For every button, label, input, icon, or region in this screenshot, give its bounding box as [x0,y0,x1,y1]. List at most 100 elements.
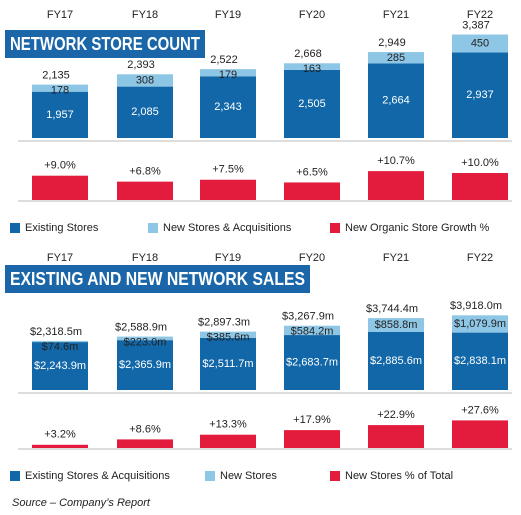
growth-label: +9.0% [44,160,76,172]
total-label: 3,387 [462,19,490,31]
growth-bar [284,430,340,448]
total-label: 2,949 [378,37,406,49]
total-label: $2,588.9m [115,321,167,333]
x-tick-label: FY21 [383,252,409,264]
legend-swatch [330,223,340,233]
growth-bar [32,444,88,448]
value-label: 2,505 [298,98,326,110]
legend-swatch [10,223,20,233]
bar-segment [32,340,88,343]
bar-segment [368,318,424,332]
bar-segment [368,63,424,138]
value-label: 2,343 [214,101,242,113]
x-tick-label: FY22 [467,252,493,264]
bar-segment [284,325,340,336]
bar-segment [200,76,256,138]
growth-label: +6.8% [129,166,161,178]
bar-segment [452,52,508,138]
bar-segment [117,86,173,138]
value-label: $2,365.9m [119,359,171,371]
total-label: 2,522 [210,54,238,66]
title-banner [5,265,310,293]
x-tick-label: FY18 [132,252,158,264]
growth-label: +6.5% [296,166,328,178]
value-label: 179 [219,69,237,81]
growth-label: +17.9% [293,414,331,426]
total-label: 2,135 [42,70,70,82]
x-tick-label: FY21 [383,9,409,21]
total-label: $2,318.5m [30,326,82,338]
x-tick-label: FY17 [47,252,73,264]
growth-label: +22.9% [377,409,415,421]
growth-bar [32,175,88,200]
growth-bar [117,181,173,200]
growth-label: +27.6% [461,404,499,416]
bar-segment [368,52,424,64]
legend-swatch [148,223,158,233]
value-label: $2,885.6m [370,355,422,367]
growth-bar [452,173,508,200]
chart-title: EXISTING AND NEW NETWORK SALES [10,269,305,289]
bar-segment [368,331,424,390]
legend-label: New Stores [220,470,277,482]
bar-segment [117,74,173,87]
value-label: $2,243.9m [34,360,86,372]
growth-label: +7.5% [212,164,244,176]
value-label: 2,664 [382,95,410,107]
x-tick-label: FY19 [215,252,241,264]
total-label: 2,668 [294,48,322,60]
growth-label: +8.6% [129,423,161,435]
value-label: 2,937 [466,89,494,101]
value-label: 285 [387,52,405,64]
bar-segment [284,335,340,390]
legend-label: New Organic Store Growth % [345,222,489,234]
bar-segment [200,337,256,390]
bar-segment [200,331,256,338]
bar-segment [200,69,256,77]
bar-segment [452,315,508,333]
total-label: 2,393 [127,59,155,71]
growth-bar [452,420,508,448]
bar-segment [117,340,173,390]
value-label: $2,511.7m [202,358,253,370]
value-label: $74.6m [42,341,79,353]
bar-segment [117,336,173,341]
legend-label: New Stores & Acquisitions [163,222,292,234]
value-label: $858.8m [375,319,418,331]
bar-segment [284,69,340,138]
x-tick-label: FY19 [215,9,241,21]
bar-segment [32,91,88,138]
value-label: 163 [303,63,321,75]
x-tick-label: FY20 [299,9,325,21]
legend-swatch [330,471,340,481]
legend-label: Existing Stores & Acquisitions [25,470,170,482]
growth-label: +10.7% [377,155,415,167]
x-tick-label: FY17 [47,9,73,21]
x-tick-label: FY22 [467,9,493,21]
growth-bar [368,171,424,200]
value-label: $2,838.1m [454,355,506,367]
value-label: 2,085 [131,106,159,118]
x-tick-label: FY18 [132,9,158,21]
value-label: 450 [471,37,489,49]
legend-swatch [10,471,20,481]
value-label: 1,957 [46,109,74,121]
total-label: $3,918.0m [450,300,502,312]
total-label: $3,744.4m [366,303,418,315]
bar-segment [32,84,88,92]
growth-bar [117,439,173,448]
value-label: $385.6m [207,332,250,344]
chart-title: NETWORK STORE COUNT [10,34,200,54]
value-label: 178 [51,85,69,97]
value-label: $1,079.9m [454,318,506,330]
growth-label: +13.3% [209,419,247,431]
bar-segment [32,342,88,390]
value-label: $584.2m [291,326,334,338]
growth-bar [200,179,256,200]
growth-bar [368,425,424,448]
legend-label: Existing Stores [25,222,99,234]
title-banner [5,30,205,58]
legend-swatch [205,471,215,481]
total-label: $3,267.9m [282,311,334,323]
